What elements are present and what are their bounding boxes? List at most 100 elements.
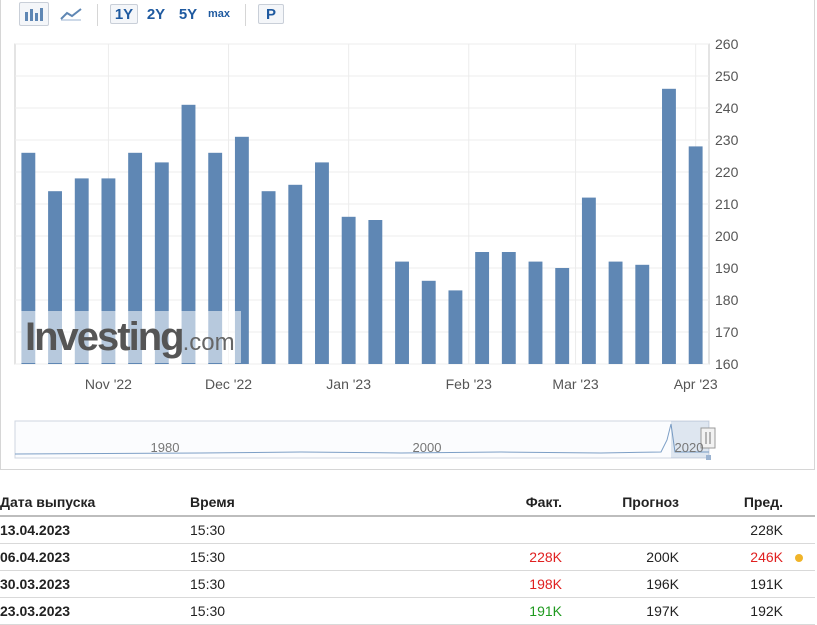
bar [368,220,383,364]
navigator-year-label: 1980 [151,440,180,455]
y-tick-label: 230 [715,132,739,148]
releases-table: Дата выпуска Время Факт. Прогноз Пред. 1… [0,488,815,625]
p-button[interactable]: P [258,4,284,24]
previous-value: 192K [679,597,783,625]
navigator-series [14,423,709,455]
x-tick-label: Jan '23 [326,376,371,392]
y-tick-label: 250 [715,68,739,84]
navigator [14,420,710,459]
toolbar-divider [97,4,98,26]
bar [635,264,650,364]
bar [315,162,329,364]
indicator-cell [783,597,815,625]
bar [181,104,196,365]
bar [261,191,276,364]
header-time[interactable]: Время [190,488,440,517]
y-tick-label: 170 [715,324,739,340]
p-label: P [265,5,276,23]
bar [448,290,463,364]
y-tick-label: 200 [715,228,739,244]
bar [688,146,703,364]
actual-value: 191K [440,597,562,625]
previous-value: 246K [679,543,783,571]
y-tick-label: 240 [715,100,739,116]
navigator-year-label: 2000 [413,440,442,455]
toolbar-divider [245,4,246,26]
y-tick-label: 180 [715,292,739,308]
bar-chart: 160 170 180 190 200 210 220 230 240 250 260 Nov '22… [14,36,739,460]
range-2y-button[interactable]: 2Y [142,4,170,24]
line-chart-icon [60,8,82,21]
table-row: 13.04.2023 15:30 228K [0,516,815,544]
release-time: 15:30 [190,597,440,625]
bar [528,261,543,364]
bar [395,261,409,364]
release-date: 13.04.2023 [0,516,190,544]
range-1y-label: 1Y [114,5,134,23]
chart-toolbar: 1Y 2Y 5Y max P [1,0,816,30]
release-time: 15:30 [190,543,440,571]
navigator-scroll-marker [706,455,711,460]
y-tick-label: 220 [715,164,739,180]
bar [288,184,303,364]
release-date: 30.03.2023 [0,570,190,598]
range-1y-button[interactable]: 1Y [110,4,138,24]
line-chart-button[interactable] [56,2,86,26]
table-row: 30.03.2023 15:30 198K 196K 191K [0,570,815,598]
range-max-label: max [207,8,231,20]
range-2y-label: 2Y [146,5,166,23]
release-date: 06.04.2023 [0,543,190,571]
y-tick-label: 260 [715,36,739,52]
x-tick-label: Dec '22 [205,376,252,392]
actual-value: 228K [440,543,562,571]
header-indicator [783,488,815,517]
header-previous[interactable]: Пред. [679,488,783,517]
watermark-brand: Investing [25,315,185,359]
actual-value [440,516,562,544]
forecast-value: 200K [562,543,679,571]
y-tick-label: 160 [715,356,739,372]
revision-dot-icon[interactable] [795,553,803,562]
forecast-value: 197K [562,597,679,625]
table-row: 23.03.2023 15:30 191K 197K 192K [0,597,815,625]
bar [662,88,676,365]
navigator-handle [700,427,716,449]
indicator-cell [783,570,815,598]
previous-value: 191K [679,570,783,598]
x-tick-label: Feb '23 [446,376,492,392]
bar [341,216,356,364]
header-release-date[interactable]: Дата выпуска [0,488,190,517]
x-tick-label: Mar '23 [552,376,598,392]
release-time: 15:30 [190,570,440,598]
range-max-button[interactable]: max [205,4,233,24]
forecast-value [562,516,679,544]
actual-value: 198K [440,570,562,598]
release-time: 15:30 [190,516,440,544]
indicator-cell [783,543,815,571]
header-forecast[interactable]: Прогноз [562,488,679,517]
navigator-year-label: 2020 [675,440,704,455]
bar-chart-button[interactable] [19,2,49,26]
chart-panel: 1Y 2Y 5Y max P 160 170 180 190 200 210 220 230 2… [0,0,815,470]
release-date: 23.03.2023 [0,597,190,625]
x-tick-label: Nov '22 [85,376,132,392]
bar-chart-icon [25,8,43,21]
y-tick-label: 190 [715,260,739,276]
x-tick-label: Apr '23 [674,376,718,392]
bar [475,252,490,364]
bar [581,197,596,364]
bar [555,268,570,364]
table-row: 06.04.2023 15:30 228K 200K 246K [0,543,815,571]
y-tick-label: 210 [715,196,739,212]
previous-value: 228K [679,516,783,544]
investing-watermark: Investing.com [21,311,241,363]
watermark-suffix: .com [182,329,235,356]
bar [501,252,516,364]
header-actual[interactable]: Факт. [440,488,562,517]
range-5y-button[interactable]: 5Y [174,4,202,24]
bar [234,136,249,364]
watermark-text: Investing.com [25,315,235,360]
range-5y-label: 5Y [178,5,198,23]
bar [608,261,623,364]
bar [421,280,436,364]
